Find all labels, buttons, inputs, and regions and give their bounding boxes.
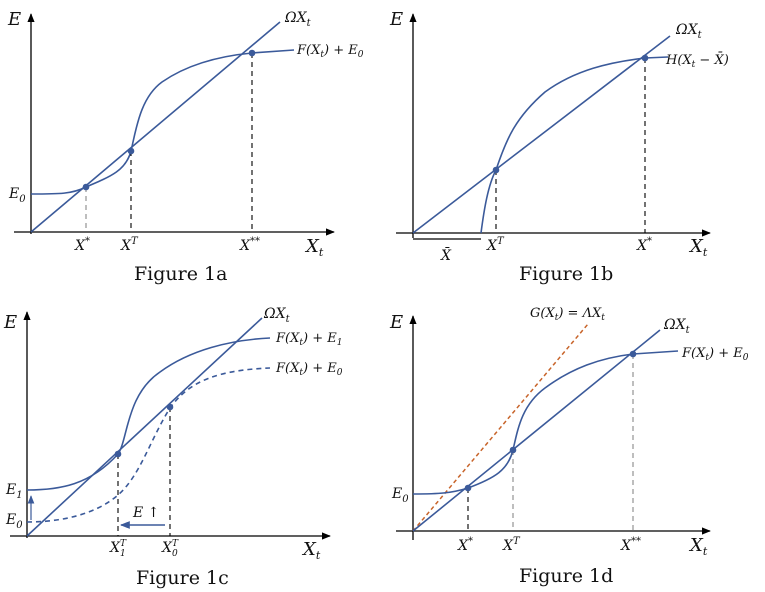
threshold-point <box>127 147 135 155</box>
tick-xbar: X̄ <box>440 246 452 264</box>
panel-1c: E Xt ΩXt F(Xt) + E1 F(Xt) + E0 E1 E0 E ↑… <box>3 306 343 589</box>
equilibrium-point-high <box>629 350 637 358</box>
f-curve-e0 <box>26 367 271 523</box>
panel-1d: E Xt G(Xt) = ΛXt ΩXt F(Xt) + E0 E0 X* XT… <box>389 306 749 587</box>
curve-label-e0: F(Xt) + E0 <box>275 361 343 378</box>
panel-1a: E Xt ΩXt F(Xt) + E0 E0 X* XT X** Figure … <box>7 9 364 285</box>
intercept-label: E0 <box>391 486 409 505</box>
tick-x0-t: XT 0 <box>161 539 179 559</box>
tick-x-double-star: X** <box>239 236 260 254</box>
caption: Figure 1d <box>519 565 613 587</box>
tick-x-double-star: X** <box>620 536 641 554</box>
curve-label-e1: F(Xt) + E1 <box>275 331 342 348</box>
h-curve <box>480 56 669 234</box>
omega-line <box>412 35 671 234</box>
g-label: G(Xt) = ΛXt <box>530 306 605 323</box>
y-axis-label: E <box>3 312 17 333</box>
tick-x-star: X* <box>636 236 652 254</box>
e0-label: E0 <box>5 512 23 531</box>
line-label: ΩXt <box>663 317 691 336</box>
line-label: ΩXt <box>263 306 291 325</box>
threshold-point-e0 <box>166 403 174 411</box>
tick-x-t: XT <box>502 536 521 554</box>
threshold-point-e1 <box>114 450 122 458</box>
line-label: ΩXt <box>675 22 703 41</box>
f-curve <box>30 49 295 195</box>
f-curve-e1 <box>26 337 271 491</box>
caption: Figure 1a <box>134 263 227 285</box>
x-axis-label: Xt <box>301 539 321 562</box>
x-axis-label: Xt <box>304 236 324 259</box>
tick-x-star: X* <box>457 536 473 554</box>
equilibrium-point <box>82 183 90 191</box>
caption: Figure 1c <box>136 567 229 589</box>
caption: Figure 1b <box>519 263 613 285</box>
tick-x1-t: XT 1 <box>109 539 127 559</box>
equilibrium-point <box>464 484 472 492</box>
y-axis-label: E <box>389 312 403 333</box>
f-curve <box>412 350 679 495</box>
threshold-point <box>492 166 500 174</box>
e1-label: E1 <box>5 482 23 501</box>
x-axis-label: Xt <box>688 236 708 259</box>
threshold-point <box>509 446 517 454</box>
x-axis-label: Xt <box>688 535 708 558</box>
intercept-label: E0 <box>8 186 26 205</box>
panel-1b: E Xt ΩXt H(Xt − X̄) X̄ XT X* Figure 1b <box>389 9 729 285</box>
omega-line <box>30 21 281 233</box>
equilibrium-point-high <box>248 49 256 57</box>
tick-x-t: XT <box>486 236 505 254</box>
g-line <box>412 323 589 532</box>
line-label: ΩXt <box>284 10 312 29</box>
y-axis-label: E <box>389 9 403 30</box>
equilibrium-point <box>641 54 649 62</box>
tick-x-star: X* <box>74 236 90 254</box>
omega-line <box>412 329 661 532</box>
curve-label: H(Xt − X̄) <box>665 52 729 70</box>
tick-x-t: XT <box>120 236 139 254</box>
curve-label: F(Xt) + E0 <box>296 43 364 60</box>
y-axis-label: E <box>7 9 21 30</box>
omega-line <box>26 317 263 537</box>
shift-label: E ↑ <box>132 505 159 521</box>
curve-label: F(Xt) + E0 <box>681 346 749 363</box>
